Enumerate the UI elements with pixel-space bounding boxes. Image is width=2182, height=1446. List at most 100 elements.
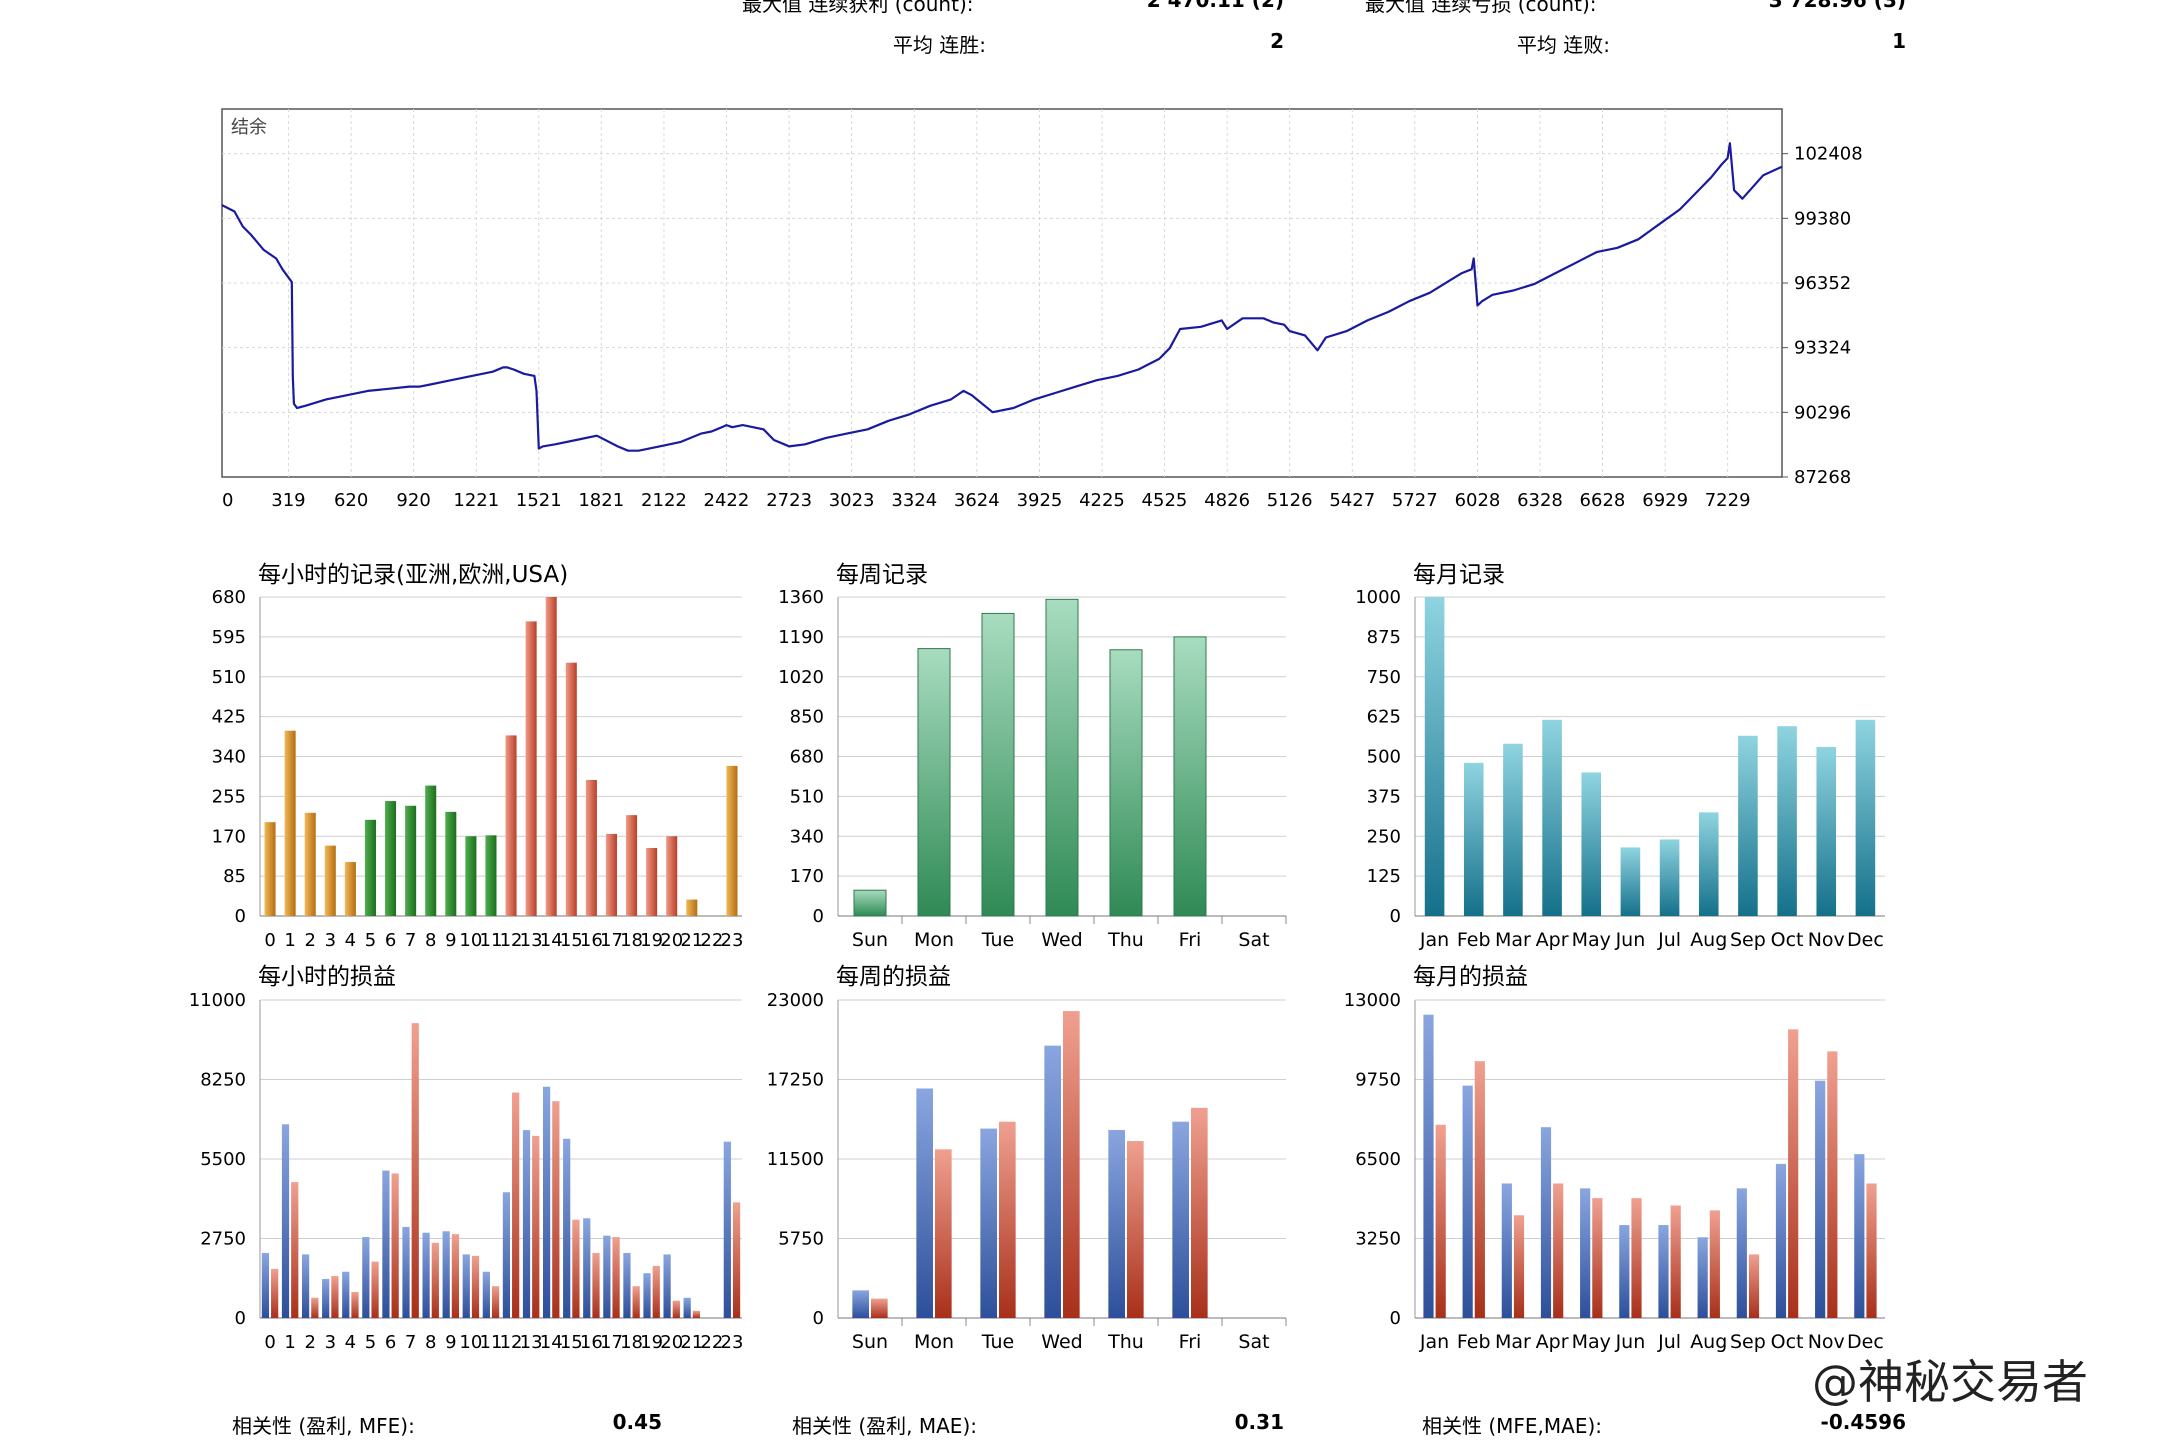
hourly-records-x-tick: 8 — [425, 930, 436, 951]
weekly-pnl-bar — [1172, 1121, 1189, 1318]
hourly-pnl-x-tick: 15 — [560, 1332, 583, 1353]
monthly-pnl-bar — [1553, 1183, 1564, 1318]
monthly-records-bar — [1659, 839, 1680, 916]
hourly-pnl-bar — [442, 1231, 450, 1318]
monthly-records-y-tick: 500 — [1367, 747, 1401, 768]
hourly-records-x-tick: 1 — [284, 930, 295, 951]
hourly-pnl-x-tick: 2 — [304, 1332, 315, 1353]
weekly-records-y-tick: 1360 — [778, 587, 824, 608]
hourly-records-x-tick: 12 — [500, 930, 523, 951]
monthly-records-x-tick: Oct — [1771, 929, 1804, 951]
weekly-pnl-title: 每周的损益 — [836, 964, 951, 990]
weekly-records-y-tick: 510 — [790, 786, 824, 807]
max-consecutive-losses-label: 最大值 连续亏损 (count): — [1365, 0, 1597, 16]
balance-x-tick: 3624 — [954, 490, 1000, 511]
hourly-pnl-bar — [411, 1023, 419, 1318]
balance-x-tick: 3925 — [1017, 490, 1063, 511]
correlation-profit-mae-label: 相关性 (盈利, MAE): — [792, 1414, 977, 1438]
hourly-records-y-tick: 510 — [212, 667, 246, 688]
hourly-pnl-bar — [342, 1271, 350, 1318]
monthly-pnl-bar — [1423, 1014, 1434, 1318]
weekly-pnl-bar — [916, 1088, 933, 1318]
hourly-pnl-bar — [572, 1219, 580, 1318]
monthly-records-x-tick: Jan — [1419, 929, 1449, 951]
hourly-records-bar — [445, 811, 457, 916]
monthly-records-y-tick: 750 — [1367, 667, 1401, 688]
correlation-profit-mae-value: 0.31 — [1234, 1410, 1284, 1434]
weekly-pnl-bar — [1191, 1107, 1208, 1318]
balance-x-tick: 620 — [334, 490, 368, 511]
hourly-records-x-tick: 0 — [264, 930, 275, 951]
hourly-pnl-bar — [502, 1192, 511, 1318]
weekly-records-bar — [1173, 636, 1207, 917]
monthly-pnl-bar — [1462, 1085, 1473, 1318]
correlation-mfe-mae-value: -0.4596 — [1820, 1410, 1906, 1434]
hourly-pnl-x-tick: 23 — [721, 1332, 744, 1353]
monthly-records-x-tick: Dec — [1847, 929, 1884, 951]
weekly-pnl-bar — [999, 1121, 1016, 1318]
hourly-pnl-bar — [583, 1218, 591, 1318]
monthly-pnl-bar — [1631, 1198, 1642, 1318]
weekly-records-x-tick: Sun — [852, 929, 888, 951]
hourly-records-chart: 每小时的记录(亚洲,欧洲,USA)68059551042534025517085… — [212, 562, 744, 951]
hourly-pnl-bar — [512, 1092, 520, 1318]
monthly-records-bar — [1855, 719, 1876, 916]
weekly-pnl-y-tick: 17250 — [767, 1070, 824, 1091]
hourly-records-y-tick: 85 — [223, 866, 246, 887]
monthly-records-y-tick: 375 — [1367, 786, 1401, 807]
max-consecutive-losses-value: 3 728.96 (3) — [1768, 0, 1906, 12]
weekly-records-bar — [853, 889, 887, 917]
monthly-records-title: 每月记录 — [1413, 562, 1505, 588]
monthly-pnl-bar — [1540, 1127, 1552, 1318]
hourly-pnl-y-tick: 8250 — [200, 1070, 246, 1091]
hourly-pnl-bar — [402, 1226, 410, 1318]
hourly-pnl-bar — [692, 1310, 701, 1318]
hourly-records-bar — [465, 836, 477, 916]
hourly-records-bar — [385, 801, 397, 916]
weekly-pnl-bar — [871, 1298, 888, 1318]
monthly-records-y-tick: 875 — [1367, 627, 1401, 648]
weekly-pnl-y-tick: 23000 — [767, 990, 824, 1011]
balance-x-tick: 7229 — [1705, 490, 1751, 511]
balance-x-tick: 1521 — [516, 490, 562, 511]
monthly-pnl-bar — [1592, 1198, 1603, 1318]
balance-x-tick: 6628 — [1580, 490, 1626, 511]
monthly-records-x-tick: Feb — [1457, 929, 1491, 951]
correlation-mfe-mae-label: 相关性 (MFE,MAE): — [1422, 1414, 1603, 1438]
hourly-records-bar — [505, 735, 517, 916]
monthly-records-bar — [1738, 735, 1758, 916]
balance-y-tick: 93324 — [1794, 338, 1851, 359]
correlation-profit-mfe-value: 0.45 — [612, 1410, 662, 1434]
avg-loss-streak-value: 1 — [1892, 29, 1906, 53]
hourly-records-x-tick: 2 — [304, 930, 315, 951]
hourly-records-x-tick: 5 — [365, 930, 376, 951]
hourly-pnl-bar — [291, 1182, 299, 1318]
hourly-records-bar — [666, 836, 678, 916]
weekly-pnl-bar — [935, 1149, 952, 1318]
weekly-pnl-bar — [980, 1128, 997, 1318]
weekly-pnl-x-tick: Mon — [914, 1331, 954, 1353]
hourly-records-x-tick: 3 — [325, 930, 336, 951]
monthly-pnl-x-tick: Sep — [1730, 1331, 1766, 1353]
weekly-records-y-tick: 170 — [790, 866, 824, 887]
monthly-records-y-tick: 625 — [1367, 707, 1401, 728]
weekly-pnl-bar — [1063, 1011, 1080, 1318]
monthly-pnl-y-tick: 9750 — [1355, 1070, 1401, 1091]
balance-x-tick: 5727 — [1392, 490, 1438, 511]
hourly-pnl-bar — [522, 1130, 531, 1318]
monthly-pnl-bar — [1474, 1061, 1485, 1318]
balance-y-tick: 99380 — [1794, 208, 1851, 229]
monthly-pnl-bar — [1697, 1237, 1708, 1318]
hourly-records-bar — [425, 785, 437, 916]
monthly-pnl-x-tick: Jul — [1657, 1331, 1681, 1353]
hourly-records-x-tick: 9 — [445, 930, 456, 951]
hourly-pnl-x-tick: 9 — [445, 1332, 456, 1353]
hourly-records-x-tick: 6 — [385, 930, 396, 951]
hourly-records-x-tick: 14 — [540, 930, 563, 951]
monthly-pnl-bar — [1580, 1188, 1591, 1318]
weekly-records-y-tick: 680 — [790, 747, 824, 768]
hourly-pnl-x-tick: 21 — [680, 1332, 703, 1353]
hourly-records-x-tick: 13 — [520, 930, 543, 951]
